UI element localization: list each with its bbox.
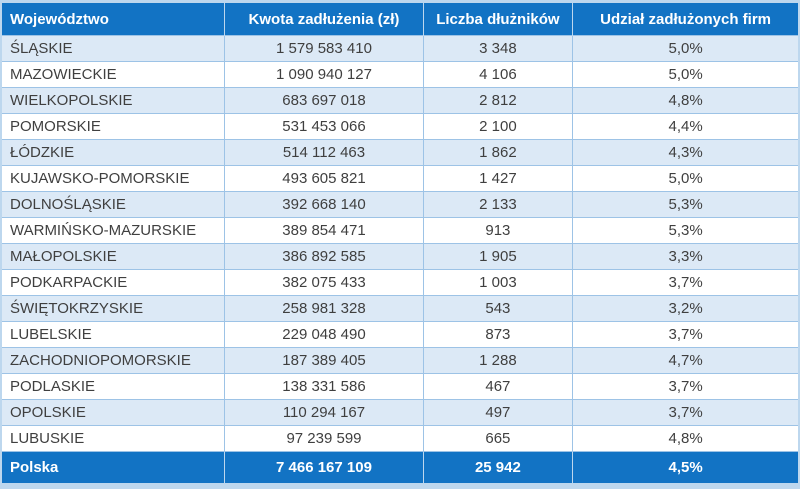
wojewodztwo-cell: ŁÓDZKIE: [2, 139, 226, 166]
liczba-cell: 1 288: [422, 347, 574, 374]
table-header: Województwo Kwota zadłużenia (zł) Liczba…: [2, 3, 798, 36]
table-row: DOLNOŚLĄSKIE 392 668 140 2 133 5,3%: [2, 191, 798, 218]
kwota-cell: 386 892 585: [224, 243, 424, 270]
wojewodztwo-cell: OPOLSKIE: [2, 399, 226, 426]
udzial-cell: 5,3%: [572, 191, 798, 218]
kwota-cell: 514 112 463: [224, 139, 424, 166]
total-row: Polska 7 466 167 109 25 942 4,5%: [2, 451, 798, 483]
udzial-cell: 4,3%: [572, 139, 798, 166]
wojewodztwo-cell: ŚWIĘTOKRZYSKIE: [2, 295, 226, 322]
table-row: PODLASKIE 138 331 586 467 3,7%: [2, 373, 798, 400]
liczba-cell: 543: [422, 295, 574, 322]
column-header-liczba-dluznikow: Liczba dłużników: [422, 3, 573, 36]
wojewodztwo-cell: KUJAWSKO-POMORSKIE: [2, 165, 226, 192]
table-row: ŚWIĘTOKRZYSKIE 258 981 328 543 3,2%: [2, 295, 798, 322]
total-kwota-cell: 7 466 167 109: [224, 451, 424, 483]
table-row: KUJAWSKO-POMORSKIE 493 605 821 1 427 5,0%: [2, 165, 798, 192]
udzial-cell: 5,0%: [572, 35, 798, 62]
kwota-cell: 531 453 066: [224, 113, 424, 140]
column-header-wojewodztwo: Województwo: [2, 3, 225, 36]
wojewodztwo-cell: LUBELSKIE: [2, 321, 226, 348]
wojewodztwo-cell: MAŁOPOLSKIE: [2, 243, 226, 270]
wojewodztwo-cell: ZACHODNIOPOMORSKIE: [2, 347, 226, 374]
kwota-cell: 389 854 471: [224, 217, 424, 244]
table-body: ŚLĄSKIE 1 579 583 410 3 348 5,0% MAZOWIECKIE…: [2, 35, 798, 452]
liczba-cell: 1 003: [422, 269, 574, 296]
liczba-cell: 2 133: [422, 191, 574, 218]
liczba-cell: 665: [422, 425, 574, 452]
liczba-cell: 497: [422, 399, 574, 426]
kwota-cell: 1 090 940 127: [224, 61, 424, 88]
liczba-cell: 1 905: [422, 243, 574, 270]
liczba-cell: 913: [422, 217, 574, 244]
liczba-cell: 2 812: [422, 87, 574, 114]
column-header-udzial-zadluzonych-firm: Udział zadłużonych firm: [572, 3, 798, 36]
table-row: MAZOWIECKIE 1 090 940 127 4 106 5,0%: [2, 61, 798, 88]
table-row: ŁÓDZKIE 514 112 463 1 862 4,3%: [2, 139, 798, 166]
wojewodztwo-cell: POMORSKIE: [2, 113, 226, 140]
liczba-cell: 4 106: [422, 61, 574, 88]
udzial-cell: 3,7%: [572, 269, 798, 296]
udzial-cell: 5,3%: [572, 217, 798, 244]
table-footer: Polska 7 466 167 109 25 942 4,5%: [2, 451, 798, 483]
udzial-cell: 4,8%: [572, 87, 798, 114]
udzial-cell: 4,4%: [572, 113, 798, 140]
wojewodztwo-cell: PODKARPACKIE: [2, 269, 226, 296]
debt-by-voivodeship-table: Województwo Kwota zadłużenia (zł) Liczba…: [2, 3, 798, 483]
liczba-cell: 873: [422, 321, 574, 348]
kwota-cell: 493 605 821: [224, 165, 424, 192]
table-row: OPOLSKIE 110 294 167 497 3,7%: [2, 399, 798, 426]
kwota-cell: 229 048 490: [224, 321, 424, 348]
udzial-cell: 5,0%: [572, 165, 798, 192]
liczba-cell: 2 100: [422, 113, 574, 140]
kwota-cell: 138 331 586: [224, 373, 424, 400]
table-row: MAŁOPOLSKIE 386 892 585 1 905 3,3%: [2, 243, 798, 270]
table-row: WIELKOPOLSKIE 683 697 018 2 812 4,8%: [2, 87, 798, 114]
kwota-cell: 258 981 328: [224, 295, 424, 322]
kwota-cell: 382 075 433: [224, 269, 424, 296]
header-row: Województwo Kwota zadłużenia (zł) Liczba…: [2, 3, 798, 36]
table-row: PODKARPACKIE 382 075 433 1 003 3,7%: [2, 269, 798, 296]
table-row: ŚLĄSKIE 1 579 583 410 3 348 5,0%: [2, 35, 798, 62]
kwota-cell: 392 668 140: [224, 191, 424, 218]
liczba-cell: 1 427: [422, 165, 574, 192]
column-header-kwota-zadluzenia: Kwota zadłużenia (zł): [224, 3, 424, 36]
table-row: LUBELSKIE 229 048 490 873 3,7%: [2, 321, 798, 348]
liczba-cell: 1 862: [422, 139, 574, 166]
udzial-cell: 3,2%: [572, 295, 798, 322]
udzial-cell: 3,7%: [572, 399, 798, 426]
wojewodztwo-cell: WIELKOPOLSKIE: [2, 87, 226, 114]
liczba-cell: 3 348: [422, 35, 574, 62]
wojewodztwo-cell: PODLASKIE: [2, 373, 226, 400]
udzial-cell: 3,7%: [572, 373, 798, 400]
liczba-cell: 467: [422, 373, 574, 400]
kwota-cell: 683 697 018: [224, 87, 424, 114]
udzial-cell: 5,0%: [572, 61, 798, 88]
table-row: LUBUSKIE 97 239 599 665 4,8%: [2, 425, 798, 452]
kwota-cell: 1 579 583 410: [224, 35, 424, 62]
wojewodztwo-cell: DOLNOŚLĄSKIE: [2, 191, 226, 218]
total-liczba-cell: 25 942: [422, 451, 573, 483]
udzial-cell: 4,8%: [572, 425, 798, 452]
udzial-cell: 3,3%: [572, 243, 798, 270]
wojewodztwo-cell: ŚLĄSKIE: [2, 35, 226, 62]
total-udzial-cell: 4,5%: [572, 451, 798, 483]
udzial-cell: 3,7%: [572, 321, 798, 348]
udzial-cell: 4,7%: [572, 347, 798, 374]
wojewodztwo-cell: LUBUSKIE: [2, 425, 226, 452]
total-row-label: Polska: [2, 451, 225, 483]
kwota-cell: 97 239 599: [224, 425, 424, 452]
table-row: WARMIŃSKO-MAZURSKIE 389 854 471 913 5,3%: [2, 217, 798, 244]
wojewodztwo-cell: WARMIŃSKO-MAZURSKIE: [2, 217, 226, 244]
kwota-cell: 187 389 405: [224, 347, 424, 374]
table-row: POMORSKIE 531 453 066 2 100 4,4%: [2, 113, 798, 140]
kwota-cell: 110 294 167: [224, 399, 424, 426]
wojewodztwo-cell: MAZOWIECKIE: [2, 61, 226, 88]
table-row: ZACHODNIOPOMORSKIE 187 389 405 1 288 4,7%: [2, 347, 798, 374]
